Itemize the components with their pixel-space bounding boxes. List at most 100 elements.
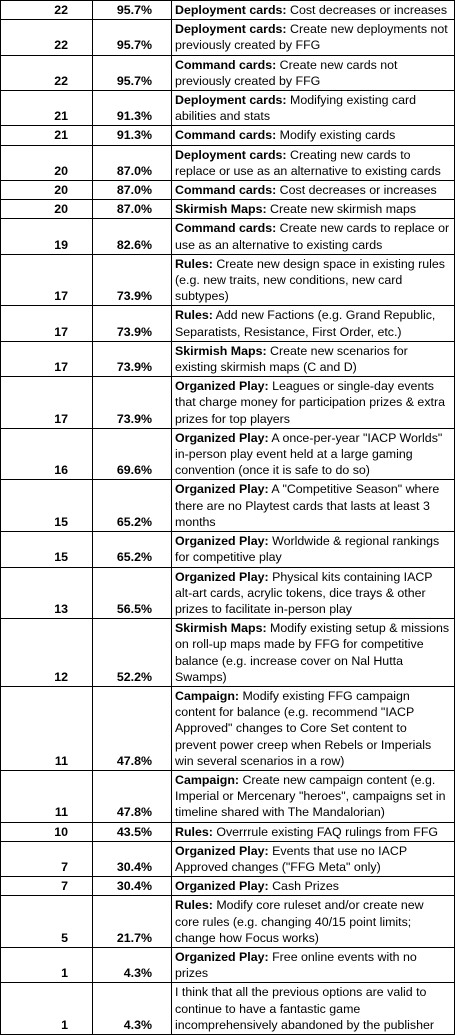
count-cell: 5 [0,895,93,948]
description-cell: Rules: Create new design space in existi… [171,253,455,307]
table-row: 22 95.7% Deployment cards: Create new depl… [0,19,455,56]
category-label: Command cards: [175,57,277,72]
description-cell: Rules: Overrrule existing FAQ rulings fr… [171,821,455,842]
category-label: Command cards: [175,221,277,236]
description-cell: Campaign: Create new campaign content (e… [171,769,455,823]
category-label: Skirmish Maps: [175,621,267,636]
count-cell: 20 [0,180,93,201]
table-row: 10 43.5% Rules: Overrrule existing FAQ rul… [0,821,455,842]
description-cell: Organized Play: Free online events with … [171,946,455,984]
description-cell: Deployment cards: Creating new cards to … [171,144,455,182]
table-row: 15 65.2% Organized Play: A "Competitive Se… [0,479,455,533]
percent-cell: 91.3% [92,90,172,127]
percent-cell: 73.9% [92,253,172,307]
count-cell: 15 [0,479,93,533]
count-cell: 1 [0,946,93,984]
count-cell: 21 [0,90,93,127]
percent-cell: 4.3% [92,982,172,1035]
description-cell: Command cards: Create new cards not prev… [171,54,455,92]
table-row: 22 95.7% Deployment cards: Cost decreases … [0,0,455,21]
percent-cell: 73.9% [92,305,172,342]
description-cell: Deployment cards: Cost decreases or incr… [171,0,455,21]
description-text: Events that use no IACP Approved changes… [175,843,407,874]
category-label: Organized Play: [175,843,269,858]
category-label: Organized Play: [175,482,269,497]
description-text: Modify core ruleset and/or create new co… [175,898,424,945]
description-cell: I think that all the previous options ar… [171,982,455,1035]
description-text: Modify existing FFG campaign content for… [175,688,432,768]
percent-cell: 69.6% [92,427,172,481]
count-cell: 10 [0,821,93,842]
description-text: Create new campaign content (e.g. Imperi… [175,772,446,820]
description-cell: Organized Play: A "Competitive Season" w… [171,479,455,533]
description-cell: Campaign: Modify existing FFG campaign c… [171,685,455,771]
description-text: Create new cards not previously created … [175,57,398,88]
description-text: A "Competitive Season" where there are n… [175,482,440,529]
description-text: Create new deployments not previously cr… [175,22,448,53]
percent-cell: 4.3% [92,946,172,984]
description-text: Worldwide & regional rankings for compet… [175,534,440,565]
table-row: 20 87.0% Command cards: Cost decreases or … [0,180,455,201]
count-cell: 22 [0,19,93,56]
count-cell: 12 [0,618,93,687]
count-cell: 20 [0,144,93,182]
description-cell: Command cards: Cost decreases or increas… [171,180,455,201]
percent-cell: 65.2% [92,531,172,568]
description-cell: Deployment cards: Modifying existing car… [171,90,455,127]
category-label: Rules: [175,256,213,271]
description-text: Cash Prizes [272,879,339,894]
description-text: Overrrule existing FAQ rulings from FFG [216,824,439,839]
category-label: Organized Play: [175,379,269,394]
description-cell: Command cards: Modify existing cards [171,125,455,146]
count-cell: 11 [0,685,93,771]
description-cell: Deployment cards: Create new deployments… [171,19,455,56]
category-label: Organized Play: [175,569,269,584]
table-row: 15 65.2% Organized Play: Worldwide & regio… [0,531,455,568]
category-label: Organized Play: [175,430,269,445]
category-label: Command cards: [175,183,277,198]
table-row: 22 95.7% Command cards: Create new cards n… [0,54,455,92]
count-cell: 7 [0,876,93,897]
description-text: Physical kits containing IACP alt-art ca… [175,569,433,616]
description-text: Leagues or single-day events that charge… [175,379,445,426]
table-row: 17 73.9% Organized Play: Leagues or single… [0,376,455,429]
percent-cell: 56.5% [92,566,172,620]
percent-cell: 30.4% [92,876,172,897]
percent-cell: 87.0% [92,199,172,220]
description-cell: Rules: Modify core ruleset and/or create… [171,895,455,948]
percent-cell: 87.0% [92,180,172,201]
percent-cell: 73.9% [92,340,172,378]
count-cell: 17 [0,305,93,342]
percent-cell: 65.2% [92,479,172,533]
table-row: 1 4.3% I think that all the previous optio… [0,982,455,1035]
category-label: Organized Play: [175,534,269,549]
table-row: 21 91.3% Deployment cards: Modifying exist… [0,90,455,127]
table-row: 13 56.5% Organized Play: Physical kits con… [0,566,455,620]
count-cell: 11 [0,769,93,823]
table-row: 20 87.0% Deployment cards: Creating new ca… [0,144,455,182]
count-cell: 22 [0,54,93,92]
description-cell: Command cards: Create new cards to repla… [171,218,455,255]
count-cell: 15 [0,531,93,568]
percent-cell: 47.8% [92,685,172,771]
table-row: 7 30.4% Organized Play: Events that use no… [0,840,455,878]
category-label: Skirmish Maps: [175,202,267,217]
table-row: 16 69.6% Organized Play: A once-per-year "… [0,427,455,481]
table-row: 21 91.3% Command cards: Modify existing ca… [0,125,455,146]
description-text: Create new skirmish maps [270,202,417,217]
description-text: Cost decreases or increases [279,183,437,198]
category-label: Campaign: [175,688,240,703]
description-cell: Rules: Add new Factions (e.g. Grand Repu… [171,305,455,342]
description-cell: Skirmish Maps: Create new skirmish maps [171,199,455,220]
count-cell: 21 [0,125,93,146]
category-label: Rules: [175,898,213,913]
category-label: Deployment cards: [175,93,287,108]
count-cell: 20 [0,199,93,220]
count-cell: 7 [0,840,93,878]
percent-cell: 82.6% [92,218,172,255]
category-label: Deployment cards: [175,3,287,17]
table-row: 12 52.2% Skirmish Maps: Modify existing se… [0,618,455,687]
table-row: 5 21.7% Rules: Modify core ruleset and/or … [0,895,455,948]
percent-cell: 95.7% [92,0,172,21]
